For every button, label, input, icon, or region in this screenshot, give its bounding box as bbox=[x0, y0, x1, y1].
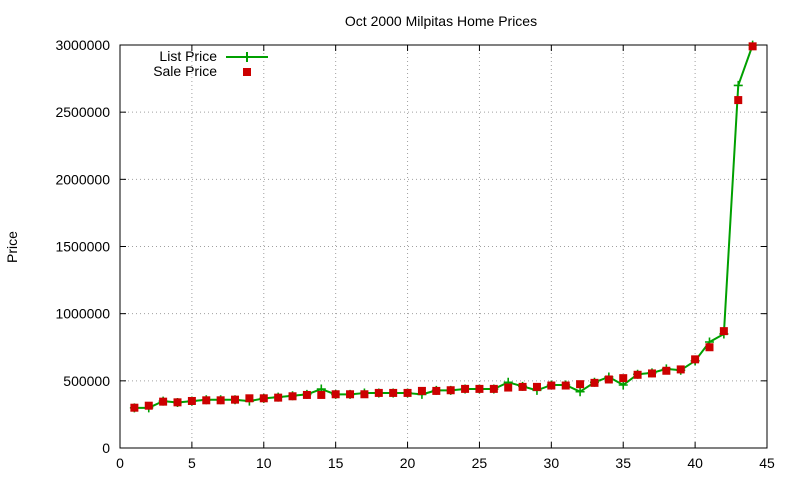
sale-price-point bbox=[317, 390, 326, 399]
x-tick-label: 30 bbox=[544, 455, 560, 471]
sale-price-point bbox=[647, 369, 656, 378]
y-tick-label: 0 bbox=[102, 440, 110, 456]
x-tick-label: 45 bbox=[759, 455, 775, 471]
chart-title: Oct 2000 Milpitas Home Prices bbox=[345, 13, 537, 29]
x-tick-label: 15 bbox=[328, 455, 344, 471]
y-tick-label: 1000000 bbox=[55, 306, 110, 322]
sale-price-point bbox=[288, 392, 297, 401]
sale-price-point bbox=[403, 388, 412, 397]
sale-price-point bbox=[374, 388, 383, 397]
sale-price-point bbox=[719, 327, 728, 336]
grid-lines bbox=[120, 45, 767, 448]
sale-price-point bbox=[302, 390, 311, 399]
sale-price-point bbox=[245, 394, 254, 403]
sale-price-point bbox=[475, 384, 484, 393]
sale-price-point bbox=[274, 393, 283, 402]
sale-price-point bbox=[748, 42, 757, 51]
x-tick-label: 35 bbox=[615, 455, 631, 471]
sale-price-point bbox=[432, 386, 441, 395]
sale-price-point bbox=[331, 390, 340, 399]
series-layer bbox=[129, 40, 758, 413]
sale-price-point bbox=[547, 381, 556, 390]
sale-price-point bbox=[417, 386, 426, 395]
sale-price-point bbox=[216, 396, 225, 405]
y-axis-label: Price bbox=[4, 231, 20, 263]
sale-price-point bbox=[691, 355, 700, 364]
list-price-line bbox=[134, 44, 754, 409]
x-tick-label: 0 bbox=[116, 455, 124, 471]
y-tick-label: 3000000 bbox=[55, 37, 110, 53]
legend-list-price-label: List Price bbox=[159, 48, 217, 64]
sale-price-point bbox=[259, 394, 268, 403]
plot-area-frame bbox=[119, 44, 768, 449]
sale-price-point bbox=[590, 378, 599, 387]
legend-list-price-marker bbox=[242, 52, 252, 62]
sale-price-point bbox=[187, 396, 196, 405]
sale-price-point bbox=[461, 384, 470, 393]
sale-price-point bbox=[633, 370, 642, 379]
sale-price-point bbox=[604, 375, 613, 384]
legend: List Price Sale Price bbox=[153, 48, 268, 79]
x-tick-label: 25 bbox=[472, 455, 488, 471]
list-price-point bbox=[575, 387, 585, 397]
sale-price-point bbox=[360, 390, 369, 399]
y-tick-label: 2500000 bbox=[55, 104, 110, 120]
list-price-point bbox=[733, 80, 743, 90]
x-tick-label: 40 bbox=[687, 455, 703, 471]
sale-price-point bbox=[346, 390, 355, 399]
sale-price-point bbox=[389, 388, 398, 397]
sale-price-point bbox=[202, 396, 211, 405]
x-tick-label: 20 bbox=[400, 455, 416, 471]
sale-price-point bbox=[619, 374, 628, 383]
y-tick-label: 1500000 bbox=[55, 239, 110, 255]
x-tick-label: 10 bbox=[256, 455, 272, 471]
legend-sale-price-marker bbox=[243, 68, 251, 76]
y-tick-label: 2000000 bbox=[55, 171, 110, 187]
sale-price-point bbox=[489, 384, 498, 393]
sale-price-point bbox=[662, 366, 671, 375]
sale-price-point bbox=[561, 381, 570, 390]
sale-price-point bbox=[173, 398, 182, 407]
sale-price-point bbox=[532, 382, 541, 391]
sale-price-point bbox=[144, 401, 153, 410]
axes: 0 5 10 15 20 25 30 35 40 45 0 500000 1000000 1500000 2… bbox=[55, 37, 775, 471]
sale-price-point bbox=[231, 395, 240, 404]
sale-price-point bbox=[705, 343, 714, 352]
sale-price-point bbox=[504, 383, 513, 392]
legend-sale-price-label: Sale Price bbox=[153, 63, 217, 79]
y-tick-label: 500000 bbox=[63, 373, 110, 389]
sale-price-point bbox=[159, 397, 168, 406]
x-tick-label: 5 bbox=[188, 455, 196, 471]
sale-price-point bbox=[676, 365, 685, 374]
sale-price-point bbox=[446, 386, 455, 395]
sale-price-point bbox=[734, 96, 743, 105]
sale-price-point bbox=[518, 382, 527, 391]
sale-price-point bbox=[130, 403, 139, 412]
sale-price-point bbox=[576, 380, 585, 389]
